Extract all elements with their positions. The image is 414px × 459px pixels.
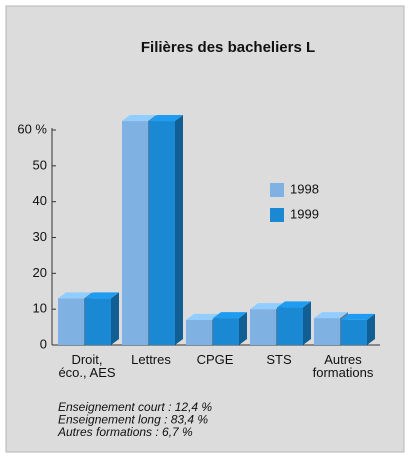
bar [149,121,175,346]
bar-side [175,115,183,346]
legend-swatch [270,208,284,222]
legend-label: 1999 [290,206,319,221]
note: Enseignement court : 12,4 % [58,400,212,414]
y-tick-label: 50 [33,157,47,172]
y-tick-label: 10 [33,301,47,316]
y-tick-label: 0 [40,336,47,351]
legend-swatch [270,183,284,197]
bar [314,318,340,345]
note: Autres formations : 6,7 % [57,425,193,439]
bar [122,121,148,346]
bar [186,319,212,345]
bar-side [367,313,375,345]
bar-top [213,312,247,319]
x-tick-label: Autres formations [312,352,374,380]
bar [277,307,303,345]
bar [250,309,276,345]
bar-side [303,301,311,345]
bar-side [111,292,119,345]
bar [213,318,239,345]
bar [85,298,111,345]
bar-top [186,313,220,320]
bar [58,298,84,345]
x-tick-label: CPGE [196,352,234,367]
x-tick-label: Droit, éco., AES [58,352,116,380]
y-tick-label: 60 % [17,121,47,136]
background [5,5,405,453]
bar-top [58,292,92,299]
note: Enseignement long : 83,4 % [58,413,208,427]
legend-label: 1998 [290,181,319,196]
bar [341,319,367,345]
bar-top [149,115,183,122]
bar-top [277,301,311,308]
bar-top [250,303,284,310]
y-tick-label: 20 [33,265,47,280]
bar-top [314,312,348,319]
bar-top [122,115,156,122]
bar-top [85,292,119,299]
x-tick-label: Lettres [131,352,171,367]
y-tick-label: 30 [33,229,47,244]
chart-title: Filières des bacheliers L [141,39,315,56]
bar-side [239,312,247,345]
x-tick-label: STS [266,352,292,367]
bar-top [341,313,375,320]
y-tick-label: 40 [33,193,47,208]
